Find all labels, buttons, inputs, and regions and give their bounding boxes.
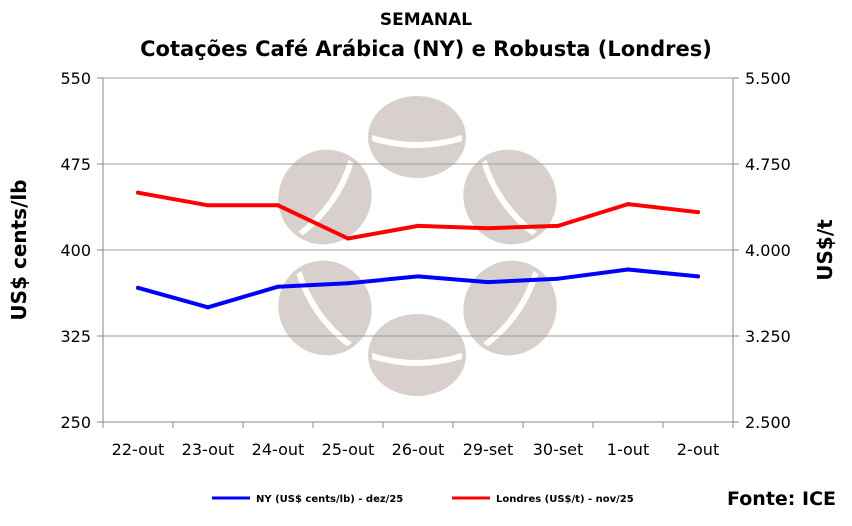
- source-label: Fonte: ICE: [727, 488, 836, 510]
- data-point: [206, 305, 210, 310]
- series-line-londres: [136, 190, 700, 241]
- data-point: [556, 276, 560, 281]
- coffee-bean-body: [463, 149, 557, 245]
- data-point: [276, 284, 280, 289]
- x-tick-label: 29-set: [463, 440, 514, 459]
- x-tick-label: 24-out: [252, 440, 305, 459]
- y-left-tick-label: 400: [60, 241, 91, 260]
- x-tick-label: 25-out: [322, 440, 375, 459]
- data-point: [626, 267, 630, 272]
- data-point: [486, 226, 490, 231]
- data-point: [696, 274, 700, 279]
- coffee-bean-crease: [296, 270, 352, 347]
- data-point: [416, 274, 420, 279]
- y-left-tick-label: 250: [60, 413, 91, 432]
- coffee-bean-2: [368, 314, 466, 396]
- coffee-bean-1: [368, 96, 466, 178]
- coffee-bean-crease: [372, 353, 462, 366]
- data-point: [136, 285, 140, 290]
- y-left-tick-label: 475: [60, 155, 91, 174]
- data-point: [556, 223, 560, 228]
- y-right-tick-label: 3.250: [745, 327, 791, 346]
- data-point: [206, 203, 210, 208]
- coffee-bean-watermark: [278, 96, 557, 396]
- data-point: [136, 190, 140, 195]
- coffee-bean-4: [463, 149, 557, 245]
- y-right-tick-label: 2.500: [745, 413, 791, 432]
- coffee-bean-crease: [298, 159, 354, 236]
- chart-title: SEMANAL: [379, 10, 473, 30]
- data-point: [696, 210, 700, 215]
- y-right-axis-label: US$/t: [813, 219, 837, 281]
- legend-entry: Londres (US$/t) - nov/25: [496, 494, 634, 505]
- y-left-axis-label: US$ cents/lb: [7, 179, 31, 320]
- y-right-tick-label: 4.750: [745, 155, 791, 174]
- data-point: [416, 223, 420, 228]
- y-left-tick-label: 550: [60, 69, 91, 88]
- data-point: [346, 236, 350, 241]
- x-tick-label: 22-out: [112, 440, 165, 459]
- x-tick-label: 23-out: [182, 440, 235, 459]
- x-tick-label: 2-out: [677, 440, 719, 459]
- data-point: [486, 280, 490, 285]
- coffee-bean-3: [278, 149, 372, 245]
- x-tick-label: 1-out: [607, 440, 649, 459]
- data-point: [276, 203, 280, 208]
- y-right-tick-label: 4.000: [745, 241, 791, 260]
- coffee-bean-body: [368, 96, 466, 178]
- coffee-bean-body: [278, 149, 372, 245]
- coffee-bean-body: [368, 314, 466, 396]
- x-tick-label: 26-out: [392, 440, 445, 459]
- x-tick-label: 30-set: [533, 440, 584, 459]
- legend-entry: NY (US$ cents/lb) - dez/25: [256, 494, 403, 505]
- data-point: [346, 281, 350, 286]
- coffee-bean-crease: [372, 135, 462, 148]
- y-left-tick-label: 325: [60, 327, 91, 346]
- y-right-tick-label: 5.500: [745, 69, 791, 88]
- data-point: [626, 202, 630, 207]
- chart-subtitle: Cotações Café Arábica (NY) e Robusta (Lo…: [140, 37, 712, 61]
